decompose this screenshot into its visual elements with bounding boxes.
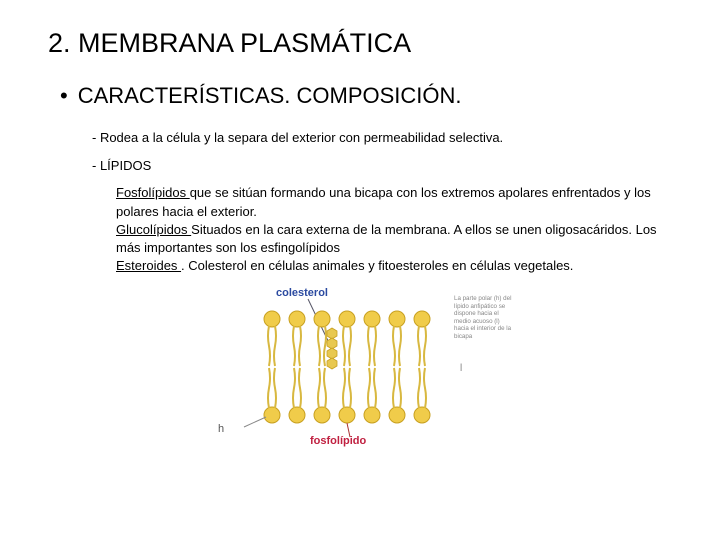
item-intro: - Rodea a la célula y la separa del exte… xyxy=(92,129,672,147)
label-h: h xyxy=(218,423,224,435)
label-esteroides: Esteroides xyxy=(116,258,181,273)
line-esteroides: Esteroides . Colesterol en células anima… xyxy=(116,257,672,275)
line-fosfolipidos: Fosfolípidos que se sitúan formando una … xyxy=(116,184,672,220)
label-fosfolipido: fosfolípido xyxy=(310,435,366,447)
diagram-container: colesterol l fosfolípido h La parte pola… xyxy=(48,287,672,452)
subtitle-row: • CARACTERÍSTICAS. COMPOSICIÓN. xyxy=(60,83,672,109)
subtitle: CARACTERÍSTICAS. COMPOSICIÓN. xyxy=(78,83,462,109)
page-title: 2. MEMBRANA PLASMÁTICA xyxy=(48,28,672,59)
svg-text:l: l xyxy=(460,363,462,374)
item-lipidos-head: - LÍPIDOS xyxy=(92,157,672,175)
membrane-diagram: colesterol l fosfolípido h La parte pola… xyxy=(210,287,510,447)
lipid-sublist: Fosfolípidos que se sitúan formando una … xyxy=(116,184,672,275)
label-colesterol: colesterol xyxy=(276,287,328,299)
text-glucolipidos: Situados en la cara externa de la membra… xyxy=(116,222,657,255)
bullet-icon: • xyxy=(60,83,68,109)
label-glucolipidos: Glucolípidos xyxy=(116,222,191,237)
text-fosfolipidos: que se sitúan formando una bicapa con lo… xyxy=(116,185,651,218)
membrane-svg: l xyxy=(230,287,470,447)
side-caption: La parte polar (h) del lípido anfipático… xyxy=(454,295,512,340)
line-glucolipidos: Glucolípidos Situados en la cara externa… xyxy=(116,221,672,257)
label-fosfolipidos: Fosfolípidos xyxy=(116,185,190,200)
text-esteroides: . Colesterol en células animales y fitoe… xyxy=(181,258,573,273)
